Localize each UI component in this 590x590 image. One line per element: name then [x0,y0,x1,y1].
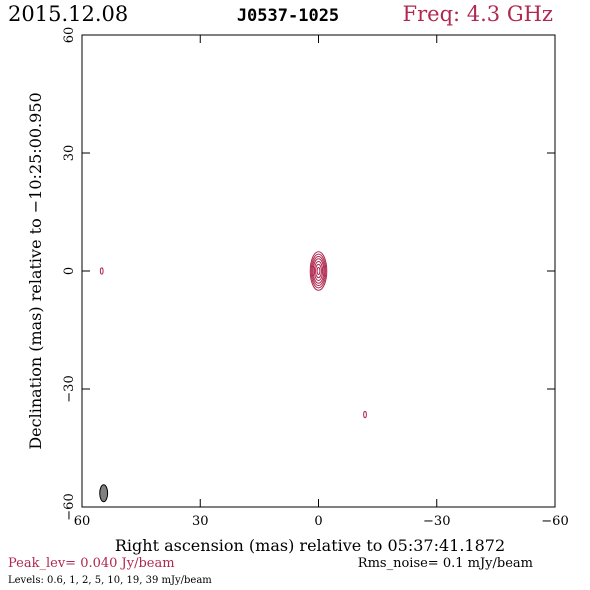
plot-frame [81,34,556,508]
contour-line [310,253,327,289]
contour-line [363,410,367,419]
contour-line [313,261,324,281]
y-tick-label: −60 [62,493,77,520]
x-tick-label: 60 [74,514,91,529]
component-lower-blob [363,410,367,419]
x-axis-label: Right ascension (mas) relative to 05:37:… [115,536,505,555]
observation-date: 2015.12.08 [8,2,128,26]
component-left-blob [99,267,104,275]
x-tick-label: 0 [314,514,322,529]
y-tick-label: 30 [62,145,77,162]
x-tick-label: −60 [541,514,568,529]
rms-noise: Rms_noise= 0.1 mJy/beam [358,556,533,571]
contour-line [311,255,326,287]
frequency-label: Freq: 4.3 GHz [403,2,553,26]
component-core [309,251,328,291]
contour-levels: Levels: 0.6, 1, 2, 5, 10, 19, 39 mJy/bea… [8,575,212,586]
contour-line [316,266,321,276]
beam-ellipse-group [99,484,109,503]
x-tick-label: 30 [192,514,209,529]
contour-line [312,258,325,284]
y-tick-label: 60 [62,27,77,44]
peak-level: Peak_lev= 0.040 Jy/beam [8,556,175,571]
contour-line [315,263,322,279]
y-tick-label: 0 [62,267,77,275]
y-tick-label: −30 [62,375,77,402]
x-tick-label: −30 [423,514,450,529]
y-axis-label: Declination (mas) relative to −10:25:00.… [26,92,45,449]
axis-ticks [81,34,556,508]
contour-set [99,251,367,419]
contour-line [99,267,104,275]
contour-line [309,251,328,291]
source-name: J0537-1025 [237,6,339,26]
beam-ellipse [99,484,109,503]
